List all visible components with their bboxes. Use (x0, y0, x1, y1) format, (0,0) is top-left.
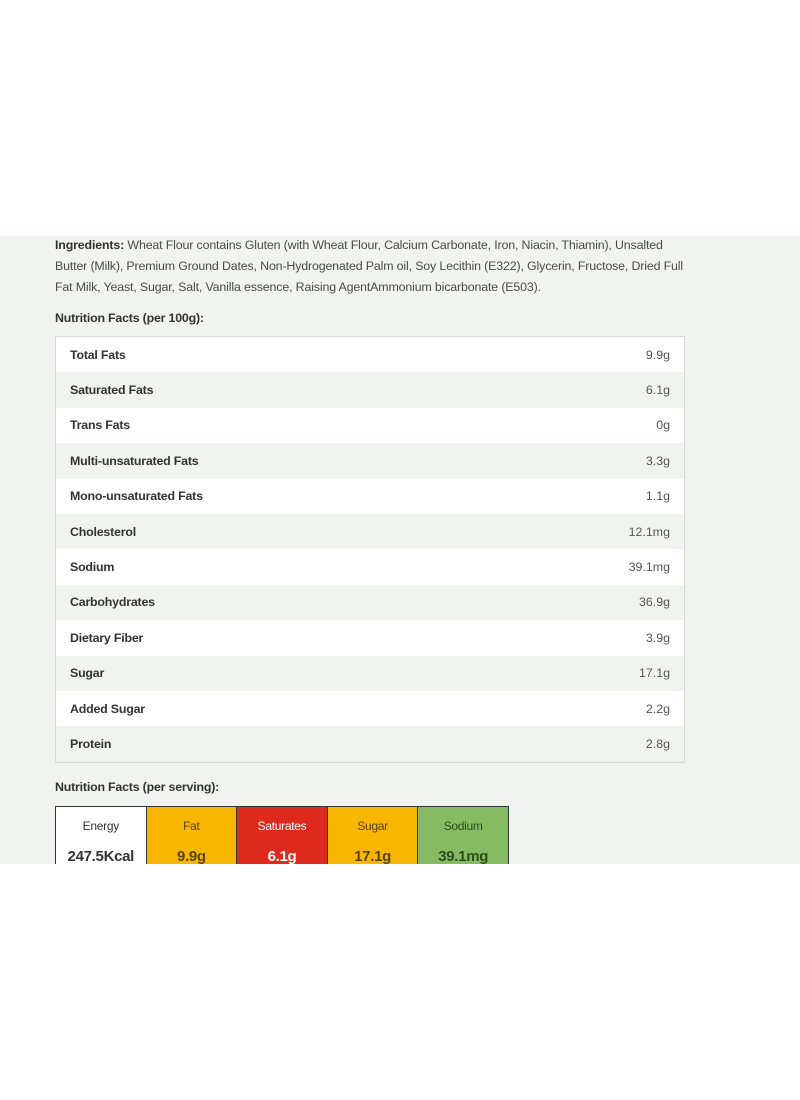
nutrient-name: Added Sugar (70, 701, 145, 716)
nutrient-name: Trans Fats (70, 418, 130, 433)
sodium-label: Sodium (443, 819, 483, 833)
nutrient-value: 0g (656, 418, 670, 433)
nutrient-name: Sugar (70, 666, 105, 681)
table-row: Mono-unsaturated Fats 1.1g (56, 479, 684, 514)
sugar-value: 17.1g (354, 848, 391, 864)
sugar-cell: Sugar 17.1g (327, 807, 419, 864)
nutrient-name: Dietary Fiber (70, 630, 144, 645)
table-row: Dietary Fiber 3.9g (56, 620, 684, 655)
energy-label: Energy (82, 819, 120, 833)
nutrient-name: Sodium (70, 560, 115, 575)
energy-cell: Energy 247.5Kcal (56, 807, 147, 864)
table-row: Cholesterol 12.1mg (56, 513, 684, 550)
table-row: Sodium 39.1mg (56, 549, 684, 584)
ingredients-label: Ingredients: (55, 238, 125, 252)
nutrient-value: 3.3g (645, 453, 670, 468)
nutrient-value: 2.8g (645, 736, 670, 751)
fat-cell: Fat 9.9g (146, 807, 238, 864)
nutrient-value: 6.1g (645, 383, 670, 398)
nutrient-value: 3.9g (645, 630, 670, 645)
nutrient-name: Mono-unsaturated Fats (70, 489, 203, 504)
table-row: Sugar 17.1g (56, 655, 684, 691)
nutrient-value: 1.1g (645, 489, 670, 504)
fat-value: 9.9g (176, 848, 206, 864)
nutrient-name: Protein (70, 736, 112, 751)
nutrient-name: Saturated Fats (70, 383, 154, 398)
saturates-value: 6.1g (267, 848, 297, 864)
nutrition-per-100g-title: Nutrition Facts (per 100g): (55, 311, 204, 325)
nutrient-name: Carbohydrates (70, 595, 155, 610)
ingredients-paragraph: Ingredients: Wheat Flour contains Gluten… (55, 236, 695, 298)
ingredients-text: Wheat Flour contains Gluten (with Wheat … (55, 238, 683, 294)
sodium-value: 39.1mg (438, 848, 489, 864)
nutrient-value: 36.9g (638, 595, 670, 610)
sugar-label: Sugar (357, 819, 388, 833)
table-row: Carbohydrates 36.9g (56, 584, 684, 621)
nutrient-name: Total Fats (70, 347, 126, 362)
fat-label: Fat (183, 819, 200, 833)
nutrient-name: Multi-unsaturated Fats (70, 453, 199, 468)
table-row: Protein 2.8g (56, 726, 684, 762)
table-row: Trans Fats 0g (56, 408, 684, 443)
per-serving-traffic-light-label: Energy 247.5Kcal Fat 9.9g Saturates 6.1g… (55, 806, 509, 864)
product-info-panel: Ingredients: Wheat Flour contains Gluten… (0, 236, 800, 864)
nutrient-value: 39.1mg (628, 560, 670, 575)
nutrition-per-serving-title: Nutrition Facts (per serving): (55, 780, 220, 794)
table-row: Added Sugar 2.2g (56, 691, 684, 726)
table-row: Saturated Fats 6.1g (56, 372, 684, 408)
sodium-cell: Sodium 39.1mg (418, 807, 508, 864)
nutrient-value: 12.1mg (628, 524, 670, 539)
nutrient-name: Cholesterol (70, 524, 136, 539)
nutrient-value: 17.1g (638, 666, 670, 681)
saturates-label: Saturates (257, 819, 307, 833)
table-row: Total Fats 9.9g (56, 337, 684, 372)
nutrient-value: 2.2g (645, 701, 670, 716)
saturates-cell: Saturates 6.1g (237, 807, 328, 864)
energy-value: 247.5Kcal (67, 848, 135, 864)
nutrient-value: 9.9g (645, 347, 670, 362)
nutrition-facts-table: Total Fats 9.9g Saturated Fats 6.1g Tran… (55, 336, 685, 763)
table-row: Multi-unsaturated Fats 3.3g (56, 443, 684, 479)
